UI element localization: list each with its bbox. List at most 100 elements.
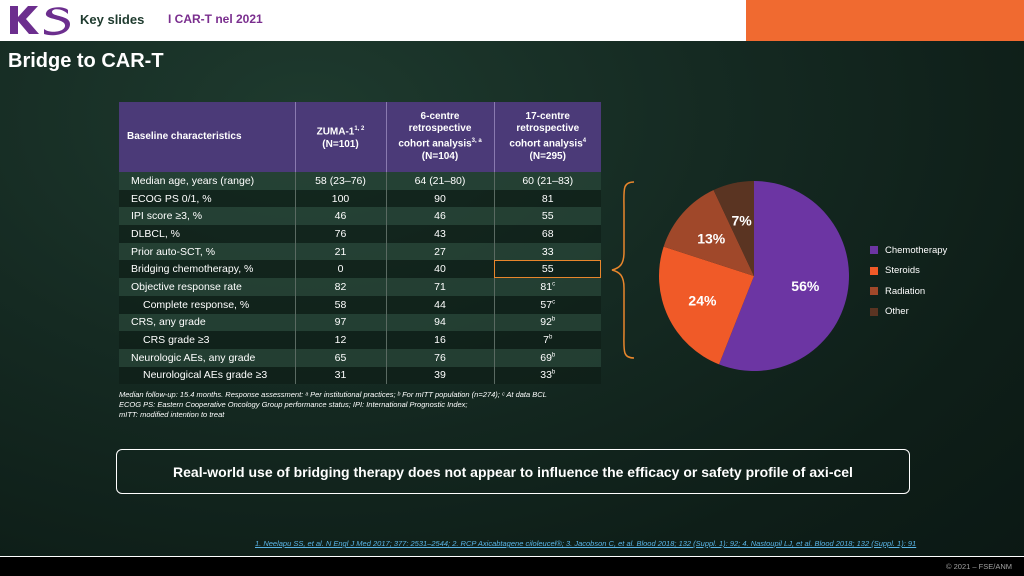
- cell-value: 68: [494, 225, 601, 243]
- pie-slice-other: [713, 181, 754, 276]
- row-label-text: CRS, any grade: [131, 316, 206, 329]
- cell-value-text: 69: [540, 351, 552, 364]
- copyright: © 2021 – FSE/ANM: [946, 562, 1012, 571]
- cell-value-text: 7: [543, 334, 549, 347]
- conclusion-banner: Real-world use of bridging therapy does …: [116, 449, 910, 494]
- header-baseline: Baseline characteristics: [119, 102, 296, 172]
- row-label-text: DLBCL, %: [131, 227, 181, 240]
- row-label: CRS grade ≥3: [119, 331, 296, 349]
- cell-value: 92b: [494, 313, 601, 332]
- legend-label: Steroids: [885, 265, 920, 277]
- legend-label: Radiation: [885, 285, 926, 297]
- cell-value-text: 68: [541, 227, 554, 240]
- references-link[interactable]: 1. Neelapu SS, et al. N Engl J Med 2017;…: [255, 539, 917, 548]
- legend-label: Chemotherapy: [885, 244, 948, 256]
- row-label-text: Complete response, %: [143, 298, 250, 311]
- row-label-text: Median age, years (range): [131, 174, 255, 187]
- row-label: Objective response rate: [119, 278, 296, 296]
- row-label: Median age, years (range): [119, 172, 296, 190]
- cell-value: 100: [295, 189, 387, 208]
- cell-value: 64 (21–80): [386, 172, 495, 190]
- cell-value-text: 0: [337, 263, 344, 276]
- row-label-text: Neurologic AEs, any grade: [131, 351, 256, 364]
- table-row: Prior auto-SCT, % 21 27 33: [119, 242, 601, 261]
- row-label: Bridging chemotherapy, %: [119, 260, 296, 279]
- footnote: Median follow-up: 15.4 months. Response …: [119, 390, 619, 420]
- key-slides-label: Key slides: [80, 12, 145, 27]
- cell-value-text: 55: [541, 210, 554, 223]
- table-row: ECOG PS 0/1, % 100 90 81: [119, 189, 601, 208]
- cell-value: 46: [295, 207, 387, 226]
- table-row: Median age, years (range) 58 (23–76) 64 (2…: [119, 172, 601, 190]
- cell-value-text: 81: [540, 280, 553, 293]
- legend-item: Steroids: [870, 261, 947, 282]
- cell-value-text: 55: [541, 263, 554, 276]
- header-6centre-l1: 6-centre: [420, 111, 460, 123]
- cell-footnote-marker: c: [552, 299, 556, 306]
- cell-value: 82: [295, 278, 387, 296]
- table-row: DLBCL, % 76 43 68: [119, 225, 601, 243]
- table-row: Complete response, % 58 44 57c: [119, 295, 601, 314]
- cell-value: 16: [386, 331, 495, 349]
- header-17centre-n: (N=295): [529, 150, 566, 162]
- header-accent: [746, 0, 1024, 41]
- cell-value: 7b: [494, 331, 601, 349]
- row-label: IPI score ≥3, %: [119, 207, 296, 226]
- cell-value-text: 16: [434, 334, 446, 347]
- cell-value: 58 (23–76): [295, 172, 387, 190]
- row-label: Complete response, %: [119, 295, 296, 314]
- row-label: ECOG PS 0/1, %: [119, 189, 296, 208]
- cell-value: 21: [295, 242, 387, 261]
- cell-value: 46: [386, 207, 495, 226]
- cell-value-text: 90: [434, 192, 446, 205]
- cell-footnote-marker: b: [551, 369, 556, 376]
- row-label: Neurologic AEs, any grade: [119, 348, 296, 367]
- cell-value: 0: [295, 260, 387, 279]
- cell-value: 69b: [494, 348, 601, 367]
- pie-label-radiation: 13%: [697, 230, 726, 246]
- cell-value-text: 44: [434, 298, 446, 311]
- footnote-line-3: mITT: modified intention to treat: [119, 410, 225, 419]
- cell-value-text: 21: [334, 245, 347, 258]
- header-zuma1-n: (N=101): [322, 138, 359, 150]
- cell-value: 55: [494, 260, 601, 279]
- pie-slice-radiation: [663, 190, 754, 276]
- header-zuma1: ZUMA-11, 2 (N=101): [295, 102, 387, 172]
- table-row: Neurological AEs grade ≥3 31 39 33b: [119, 366, 601, 385]
- legend-label: Other: [885, 306, 909, 318]
- cell-value-text: 39: [434, 369, 446, 382]
- cell-value: 40: [386, 260, 495, 279]
- legend-swatch: [870, 246, 878, 255]
- cell-value: 33: [494, 242, 601, 261]
- cell-value-text: 31: [334, 369, 347, 382]
- row-label: DLBCL, %: [119, 225, 296, 243]
- header-bar: Key slides I CAR-T nel 2021: [0, 0, 1024, 41]
- pie-label-steroids: 24%: [688, 292, 717, 308]
- pie-slice-chemotherapy: [719, 181, 849, 371]
- baseline-table: Baseline characteristics ZUMA-11, 2 (N=1…: [119, 102, 601, 385]
- cell-value-text: 100: [331, 192, 350, 205]
- header-6centre: 6-centre retrospective cohort analysis3,…: [386, 102, 495, 172]
- cell-value: 90: [386, 189, 495, 208]
- footnote-line-1: Median follow-up: 15.4 months. Response …: [119, 390, 547, 399]
- legend-swatch: [870, 287, 878, 296]
- row-label: Prior auto-SCT, %: [119, 242, 296, 261]
- bridging-therapy-pie-chart: 56% 24% 13% 7%: [659, 181, 849, 371]
- cell-value-text: 81: [541, 192, 554, 205]
- cell-value-text: 97: [334, 316, 347, 329]
- cell-value-text: 43: [434, 227, 446, 240]
- table-row: CRS, any grade 97 94 92b: [119, 313, 601, 332]
- table-row: Neurologic AEs, any grade 65 76 69b: [119, 348, 601, 367]
- legend-item: Other: [870, 302, 947, 323]
- cell-value: 76: [295, 225, 387, 243]
- cell-value: 60 (21–83): [494, 172, 601, 190]
- header-zuma1-sup: 1, 2: [354, 126, 365, 133]
- header-17centre-l3: cohort analysis: [509, 138, 583, 150]
- cell-value: 58: [295, 295, 387, 314]
- cell-value-text: 57: [540, 298, 553, 311]
- cell-value-text: 76: [434, 351, 446, 364]
- cell-value: 81: [494, 189, 601, 208]
- legend-item: Chemotherapy: [870, 240, 947, 261]
- row-label-text: Bridging chemotherapy, %: [131, 263, 254, 276]
- cell-footnote-marker: b: [551, 316, 556, 323]
